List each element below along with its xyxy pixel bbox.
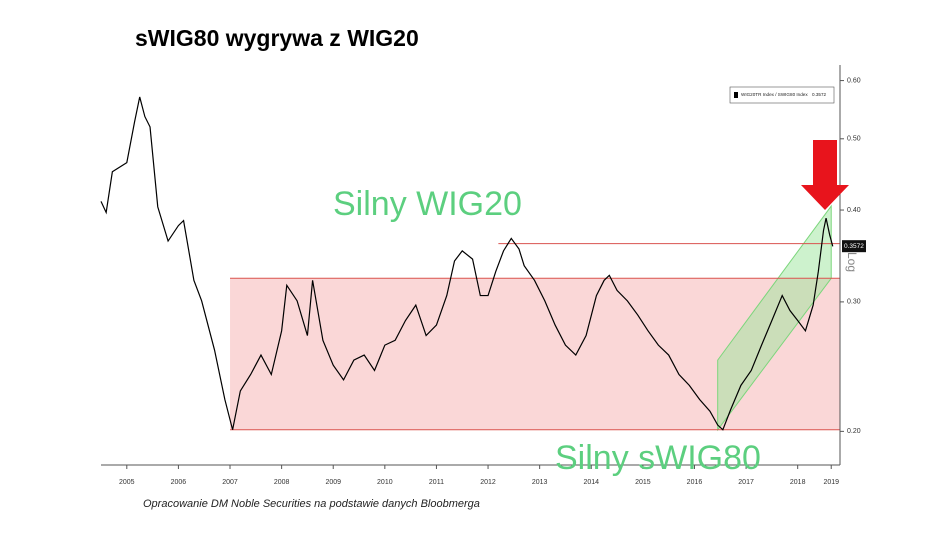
x-tick-label: 2017 — [738, 479, 754, 486]
x-tick-label: 2006 — [171, 479, 187, 486]
y-tick-label: 0.40 — [847, 207, 861, 214]
x-tick-label: 2011 — [429, 479, 444, 486]
x-tick-label: 2009 — [325, 479, 341, 486]
trend-channel — [717, 204, 832, 432]
y-tick-label: 0.60 — [847, 77, 861, 84]
x-tick-label: 2010 — [377, 479, 393, 486]
chart-title: sWIG80 wygrywa z WIG20 — [135, 25, 419, 51]
y-tick-label: 0.20 — [847, 428, 861, 435]
red-arrow — [801, 140, 849, 210]
x-tick-label: 2014 — [583, 479, 599, 486]
annotation: Silny WIG20 — [333, 185, 522, 223]
x-tick-label: 2015 — [635, 479, 651, 486]
x-tick-label: 2016 — [687, 479, 703, 486]
x-tick-label: 2007 — [222, 479, 238, 486]
y-tick-label: 0.50 — [847, 136, 861, 143]
legend-label: WIG20TR Index / SWIG80 Index — [741, 92, 808, 97]
legend-box — [729, 86, 835, 104]
x-tick-label: 2012 — [480, 479, 496, 486]
annotation: Silny sWIG80 — [555, 439, 761, 477]
legend-value: 0.3572 — [812, 92, 826, 97]
data-line — [100, 96, 834, 431]
source-note: Opracowanie DM Noble Securities na podst… — [143, 498, 480, 510]
x-tick-label: 2013 — [532, 479, 548, 486]
last-value-tag — [842, 240, 866, 253]
x-tick-label: 2018 — [790, 479, 806, 486]
x-tick-label: 2008 — [274, 479, 290, 486]
y-tick-label: 0.30 — [847, 299, 861, 306]
last-value-label: 0.3572 — [844, 243, 864, 250]
x-tick-label: 2005 — [119, 479, 135, 486]
legend-swatch — [734, 92, 738, 98]
scale-label: Log — [845, 252, 859, 272]
x-tick-label: 2019 — [823, 479, 839, 486]
